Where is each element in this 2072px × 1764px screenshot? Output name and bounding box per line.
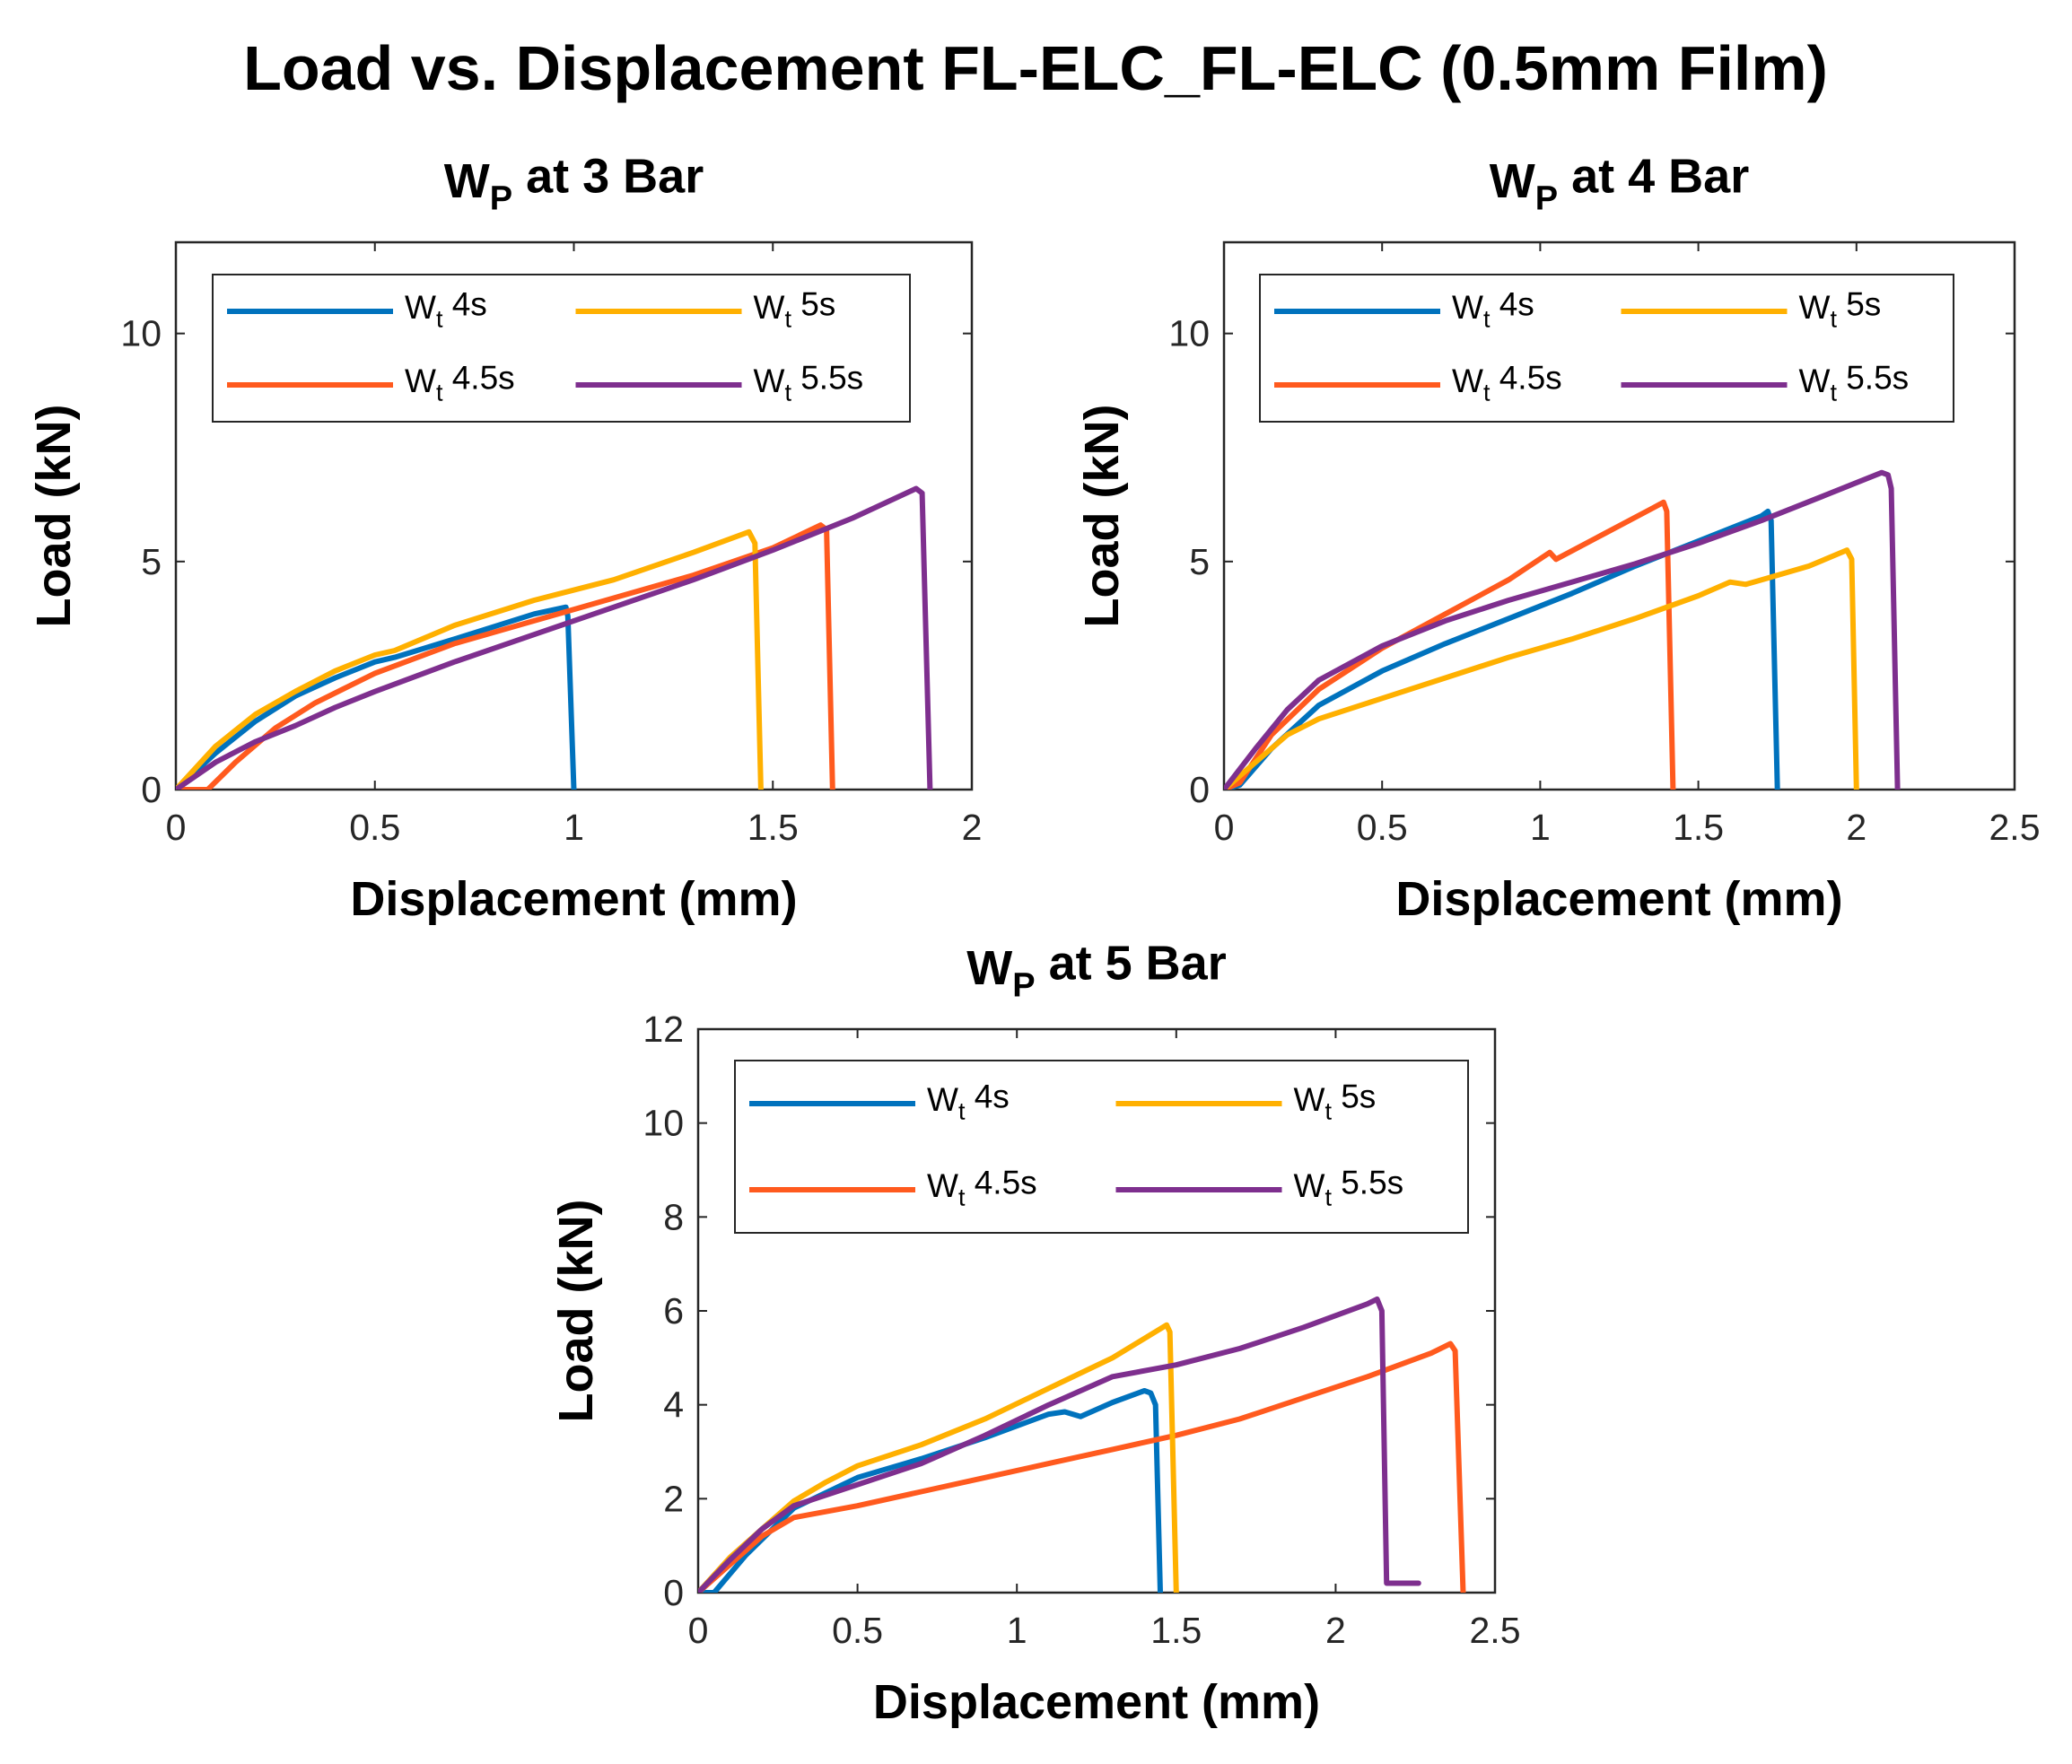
y-axis-label: Load (kN) — [549, 1200, 603, 1423]
y-tick-label: 6 — [663, 1290, 684, 1332]
series-group — [698, 1296, 1466, 1593]
series-line-2 — [176, 522, 835, 790]
x-tick-label: 1 — [564, 807, 584, 848]
legend-label: Wt 5.5s — [1799, 360, 1910, 406]
y-tick-label: 10 — [1168, 313, 1210, 354]
series-line-2 — [698, 1340, 1466, 1593]
legend-label: Wt 4s — [405, 286, 487, 333]
y-tick-label: 12 — [643, 1009, 684, 1050]
y-tick-label: 0 — [141, 769, 162, 810]
x-tick-label: 0 — [688, 1610, 709, 1651]
x-tick-label: 2.5 — [1989, 807, 2041, 848]
x-tick-label: 1.5 — [1150, 1610, 1202, 1651]
chart-panel-3: WP at 5 Bar 0 0.5 1 1.5 2 2.5 0 2 4 6 8 10 12 Displace… — [549, 936, 1521, 1729]
y-tick-label: 0 — [1189, 769, 1210, 810]
legend-box — [1259, 274, 1954, 423]
y-axis-label: Load (kN) — [27, 405, 81, 628]
chart-panel-1: WP at 3 Bar 0 0.5 1 1.5 2 0 5 10 Displacement (mm… — [27, 149, 982, 926]
legend-box — [734, 1060, 1469, 1234]
legend-label: Wt 4.5s — [405, 360, 515, 406]
series-group — [1224, 469, 1901, 790]
series-line-4 — [1224, 469, 1901, 790]
x-tick-label: 0.5 — [832, 1610, 883, 1651]
x-axis-label: Displacement (mm) — [1395, 872, 1842, 926]
series-line-4 — [176, 485, 933, 790]
y-tick-label: 2 — [663, 1478, 684, 1519]
x-axis-label: Displacement (mm) — [873, 1675, 1320, 1729]
x-tick-label: 1 — [1007, 1610, 1027, 1651]
legend-label: Wt 4.5s — [927, 1165, 1037, 1211]
chart-panel-2: WP at 4 Bar 0 0.5 1 1.5 2 2.5 0 5 10 Displacement … — [1075, 149, 2041, 926]
panel-title: WP at 4 Bar — [1490, 149, 1749, 217]
legend-label: Wt 4.5s — [1452, 360, 1562, 406]
series-line-3 — [1224, 547, 1859, 790]
x-tick-label: 2 — [962, 807, 983, 848]
series-group — [176, 485, 933, 790]
legend-label: Wt 5.5s — [754, 360, 864, 406]
y-tick-label: 4 — [663, 1384, 684, 1426]
legend-box — [212, 274, 911, 423]
panel-title: WP at 5 Bar — [966, 936, 1226, 1004]
series-line-2 — [1224, 499, 1676, 790]
x-axis-label: Displacement (mm) — [350, 872, 797, 926]
y-tick-label: 5 — [1189, 541, 1210, 582]
x-tick-label: 1.5 — [1673, 807, 1724, 848]
x-tick-label: 0.5 — [349, 807, 400, 848]
y-tick-label: 10 — [643, 1103, 684, 1144]
legend-label: Wt 5s — [1294, 1078, 1377, 1125]
legend-label: Wt 4s — [927, 1078, 1010, 1125]
x-tick-label: 1.5 — [747, 807, 799, 848]
series-line-1 — [176, 604, 577, 790]
y-tick-label: 5 — [141, 541, 162, 582]
legend: Wt 4s Wt 4.5s Wt 5s Wt 5.5s — [734, 1060, 1469, 1234]
x-tick-label: 2 — [1846, 807, 1867, 848]
legend-label: Wt 5.5s — [1294, 1165, 1404, 1211]
y-tick-label: 8 — [663, 1196, 684, 1237]
series-line-4 — [698, 1296, 1421, 1593]
y-tick-label: 10 — [120, 313, 162, 354]
panel-title: WP at 3 Bar — [444, 149, 704, 217]
legend: Wt 4s Wt 4.5s Wt 5s Wt 5.5s — [1259, 274, 1954, 423]
y-axis-label: Load (kN) — [1075, 405, 1129, 628]
legend: Wt 4s Wt 4.5s Wt 5s Wt 5.5s — [212, 274, 911, 423]
x-tick-label: 0 — [166, 807, 187, 848]
legend-label: Wt 4s — [1452, 286, 1534, 333]
x-tick-label: 0.5 — [1357, 807, 1408, 848]
series-line-3 — [176, 528, 764, 790]
legend-label: Wt 5s — [1799, 286, 1882, 333]
x-tick-label: 1 — [1530, 807, 1551, 848]
legend-label: Wt 5s — [754, 286, 836, 333]
main-title: Load vs. Displacement FL-ELC_FL-ELC (0.5… — [243, 33, 1828, 103]
y-tick-label: 0 — [663, 1572, 684, 1613]
x-tick-label: 2 — [1325, 1610, 1346, 1651]
x-tick-label: 0 — [1214, 807, 1235, 848]
x-tick-label: 2.5 — [1470, 1610, 1521, 1651]
